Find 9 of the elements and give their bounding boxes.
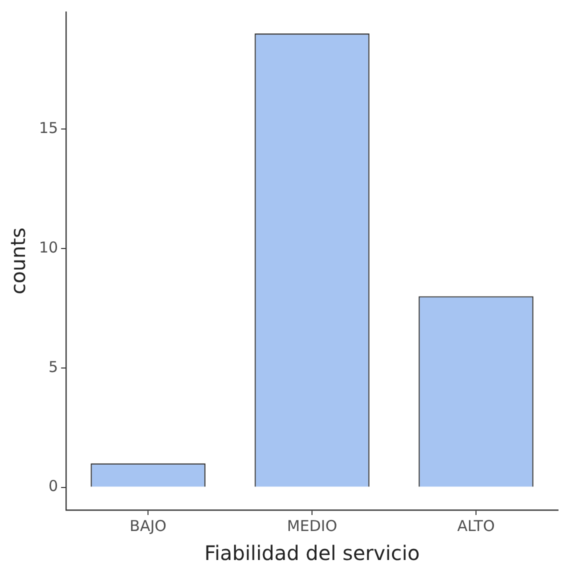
- x-tick-label: BAJO: [130, 516, 166, 535]
- y-tick-label: 5: [48, 358, 58, 376]
- x-tick-label: ALTO: [457, 516, 495, 535]
- y-tick-label: 0: [48, 477, 58, 496]
- y-tick-label: 15: [38, 118, 58, 137]
- y-axis-title: counts: [6, 228, 30, 294]
- y-tick-label: 10: [38, 238, 58, 256]
- x-tick-label: MEDIO: [286, 516, 338, 535]
- x-axis-title: Fiabilidad del servicio: [204, 541, 420, 566]
